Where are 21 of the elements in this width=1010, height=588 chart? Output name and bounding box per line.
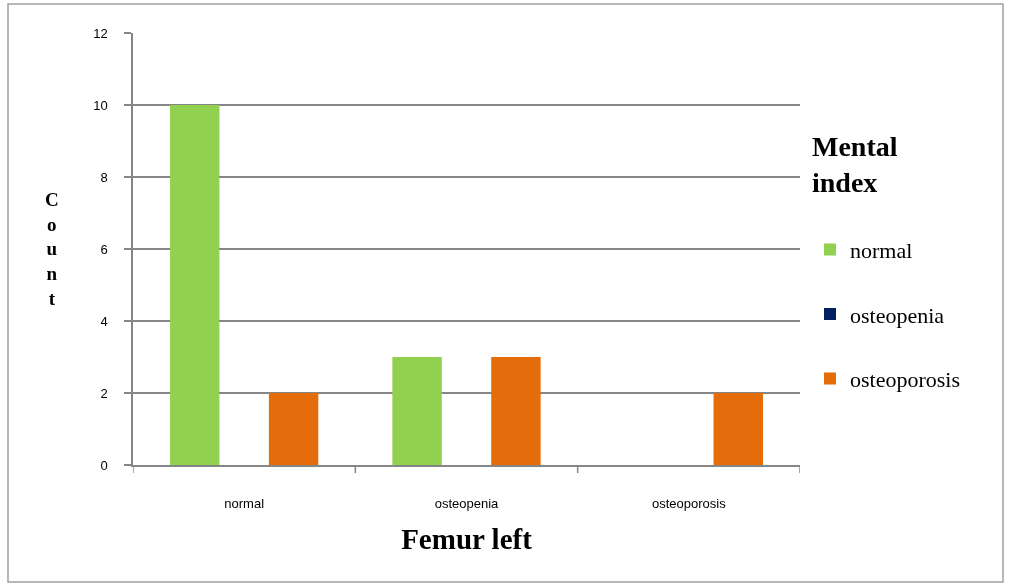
y-tick-label: 2 <box>100 385 108 401</box>
x-tick-label: osteopenia <box>434 496 500 512</box>
bar <box>268 393 319 465</box>
y-tick-label: 10 <box>93 97 108 113</box>
y-axis-title: Count <box>45 189 59 309</box>
legend-label: osteoporosis <box>850 367 961 393</box>
legend-label: normal <box>850 237 913 263</box>
legend-title: Mental index <box>812 130 898 199</box>
y-tick-label: 0 <box>100 457 108 473</box>
bar <box>491 357 541 465</box>
bar <box>392 357 442 465</box>
bar <box>170 105 220 465</box>
y-tick-label: 6 <box>100 241 108 257</box>
legend-label: osteopenia <box>850 302 945 328</box>
y-tick-label: 8 <box>100 169 108 185</box>
x-tick-label: normal <box>224 496 265 512</box>
bar <box>713 393 763 465</box>
x-axis-title: Femur left <box>401 522 533 555</box>
x-tick-label: osteoporosis <box>651 496 727 512</box>
y-tick-label: 4 <box>100 313 108 329</box>
y-tick-label: 12 <box>93 25 108 41</box>
